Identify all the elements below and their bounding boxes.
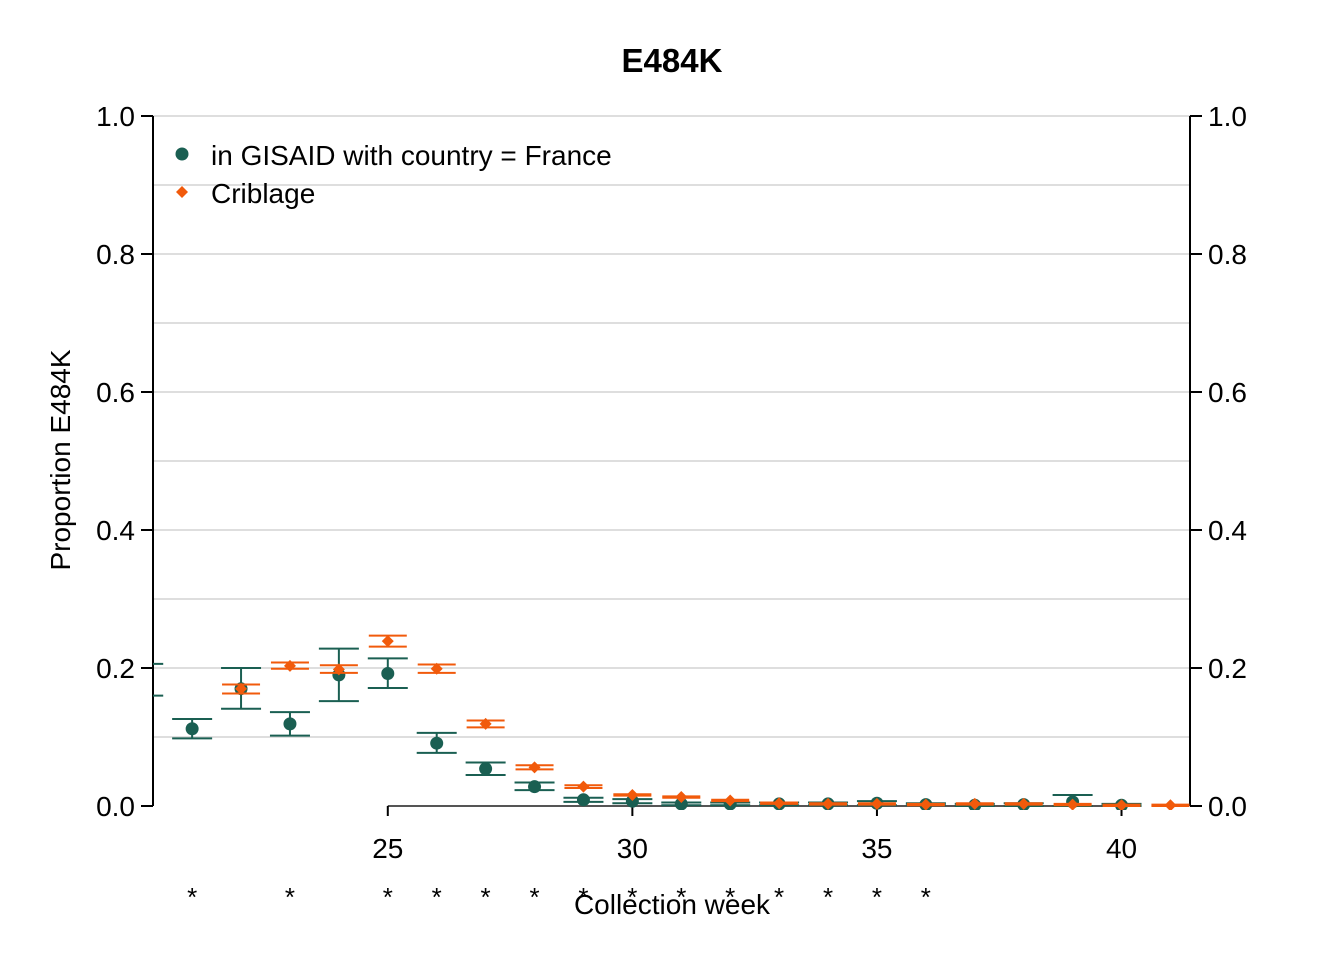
significance-marker: *	[383, 882, 393, 912]
data-point	[919, 798, 932, 810]
y-tick-label-right: 1.0	[1208, 101, 1247, 132]
data-point	[528, 761, 541, 774]
data-point	[381, 635, 394, 648]
data-point	[137, 673, 150, 686]
data-point	[870, 797, 883, 810]
data-point	[626, 788, 639, 801]
axes: 0.0 0.0 0.2 0.2 0.4 0.4 0.6 0.6 0.8 0.8 1.0 1.0 25 30…	[96, 101, 1247, 864]
significance-marker: *	[725, 882, 735, 912]
y-tick-label-right: 0.8	[1208, 239, 1247, 270]
data-point	[332, 663, 345, 676]
data-point	[822, 797, 835, 810]
significance-marker: *	[481, 882, 491, 912]
data-point	[479, 717, 492, 730]
significance-marker: *	[921, 882, 931, 912]
x-tick-label: 30	[617, 833, 648, 864]
series-gisaid	[137, 647, 1142, 810]
data-point	[528, 780, 542, 794]
data-point	[381, 667, 395, 681]
data-point	[1164, 799, 1177, 810]
data-point	[577, 780, 590, 793]
significance-marker: *	[285, 882, 295, 912]
y-tick-label-left: 0.2	[96, 653, 135, 684]
significance-markers: * * * * * * * * * * * * * *	[187, 882, 931, 912]
data-point	[430, 662, 443, 675]
legend-marker-criblage	[176, 186, 188, 198]
data-point	[283, 659, 296, 672]
data-point	[1066, 798, 1079, 810]
data-point	[430, 736, 444, 750]
x-tick-label: 25	[372, 833, 403, 864]
data-point	[576, 793, 590, 807]
data-point	[674, 797, 688, 810]
legend: in GISAID with country = France Criblage	[175, 140, 612, 209]
data-point	[235, 682, 248, 695]
y-tick-label-right: 0.4	[1208, 515, 1247, 546]
significance-marker: *	[823, 882, 833, 912]
significance-marker: *	[578, 882, 588, 912]
significance-marker: *	[187, 882, 197, 912]
significance-marker: *	[676, 882, 686, 912]
significance-marker: *	[432, 882, 442, 912]
y-tick-label-left: 0.0	[96, 791, 135, 822]
chart-title: E484K	[622, 42, 723, 79]
y-tick-label-left: 1.0	[96, 101, 135, 132]
data-point	[675, 791, 688, 804]
legend-marker-gisaid	[175, 147, 189, 161]
x-axis-label: Collection week	[574, 889, 771, 920]
y-tick-label-right: 0.0	[1208, 791, 1247, 822]
y-tick-label-left: 0.4	[96, 515, 135, 546]
y-tick-label-right: 0.6	[1208, 377, 1247, 408]
error-bar	[153, 662, 164, 697]
y-tick-label-right: 0.2	[1208, 653, 1247, 684]
grid-lines	[153, 115, 1190, 738]
data-point	[1017, 797, 1030, 810]
data-point	[185, 722, 199, 736]
legend-label-gisaid: in GISAID with country = France	[211, 140, 612, 171]
y-tick-label-left: 0.6	[96, 377, 135, 408]
y-axis-label: Proportion E484K	[45, 349, 76, 570]
significance-marker: *	[627, 882, 637, 912]
data-point	[283, 717, 297, 731]
significance-marker: *	[774, 882, 784, 912]
series-criblage	[222, 634, 1190, 810]
series	[137, 634, 1190, 810]
data-point	[479, 762, 493, 776]
data-point	[1115, 799, 1128, 810]
legend-label-criblage: Criblage	[211, 178, 315, 209]
x-tick-label: 35	[861, 833, 892, 864]
data-point	[625, 794, 639, 808]
significance-marker: *	[529, 882, 539, 912]
significance-marker: *	[872, 882, 882, 912]
data-point	[724, 794, 737, 807]
data-point	[773, 797, 786, 810]
data-point	[968, 797, 981, 810]
x-tick-label: 40	[1106, 833, 1137, 864]
y-tick-label-left: 0.8	[96, 239, 135, 270]
